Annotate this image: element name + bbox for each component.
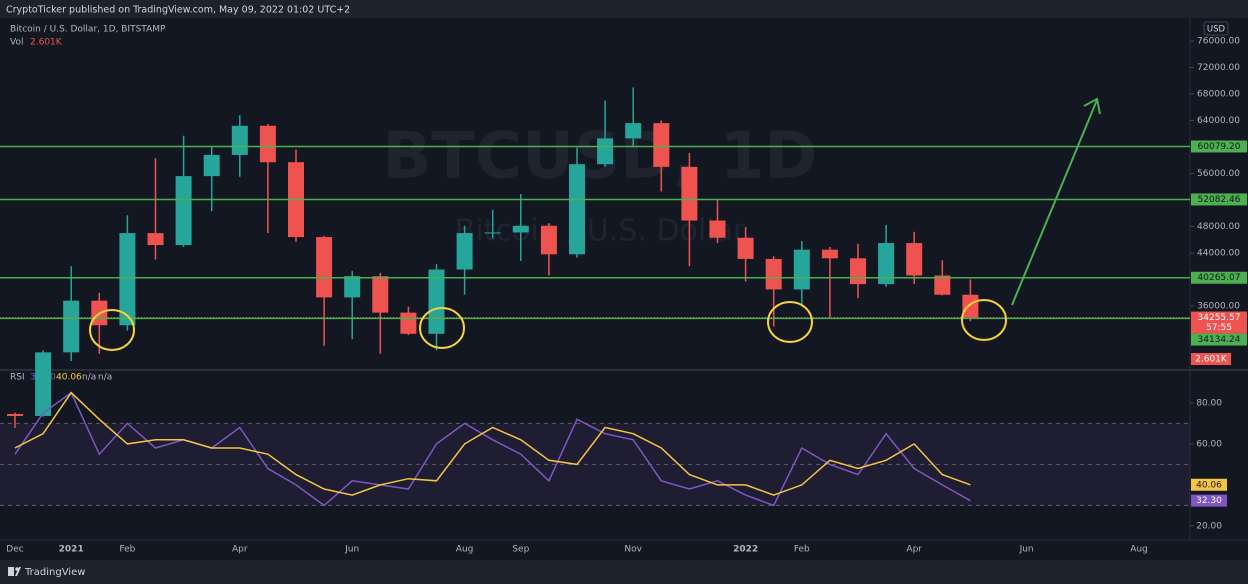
candle-body	[962, 294, 979, 318]
candle-body	[625, 123, 642, 139]
candle-body	[737, 237, 754, 259]
y-tick-label: 20.00	[1196, 521, 1222, 531]
trend-arrow	[1011, 97, 1101, 306]
volume-badge	[1191, 353, 1231, 365]
watermark-subtitle: Bitcoin / U.S. Dollar	[455, 214, 746, 249]
candle-body	[428, 269, 445, 334]
candle-body	[7, 413, 23, 416]
x-tick-label: Aug	[1130, 545, 1148, 555]
rsi-na: n/a	[98, 373, 112, 383]
highlight-circle	[961, 299, 1007, 341]
candle-body	[316, 237, 333, 298]
value-badge-label: 32.30	[1196, 496, 1222, 506]
candle-body	[119, 233, 136, 326]
last-price-label: 34255.57	[1198, 313, 1241, 323]
symbol-title: Bitcoin / U.S. Dollar, 1D, BITSTAMP	[10, 25, 166, 35]
candle-body	[765, 258, 782, 290]
y-tick-label: 80.00	[1196, 398, 1222, 408]
candle-body	[203, 154, 220, 177]
x-tick-label: 2022	[733, 545, 758, 555]
candle-body	[569, 164, 585, 255]
x-tick-label: 2021	[59, 545, 84, 555]
value-badge	[1191, 478, 1227, 491]
candle-body	[35, 352, 52, 416]
x-tick-label: Dec	[6, 545, 23, 555]
value-badge	[1191, 494, 1227, 507]
candle-body	[597, 138, 614, 165]
candle-body	[906, 243, 923, 276]
annotations	[89, 299, 1007, 351]
y-tick-label: 68000.00	[1197, 89, 1240, 99]
candle-body	[793, 249, 810, 290]
header-bar	[0, 0, 1248, 18]
countdown: 57:55	[1206, 323, 1232, 333]
x-tick-label: Feb	[119, 545, 135, 555]
y-tick-label: 56000.00	[1197, 169, 1240, 179]
x-tick-label: Jun	[344, 545, 359, 555]
volume-value: 2.601K	[30, 38, 63, 48]
x-tick-label: Apr	[232, 545, 248, 555]
y-tick-label: 48000.00	[1197, 222, 1240, 232]
level-label: 40265.07	[1198, 273, 1241, 283]
candle-body	[175, 176, 192, 246]
y-tick-label: 44000.00	[1197, 248, 1240, 258]
last-price-badge	[1191, 311, 1247, 334]
footer-logo	[8, 567, 21, 576]
candle-body	[231, 125, 248, 155]
candle-body	[681, 166, 698, 221]
candle-body	[147, 233, 164, 246]
candle-body	[821, 249, 838, 259]
candle-body	[344, 276, 361, 298]
currency-badge	[1203, 21, 1229, 36]
x-tick-label: Apr	[906, 545, 922, 555]
value-badge-label: 40.06	[1196, 480, 1222, 490]
candle-body	[653, 123, 670, 167]
y-tick-label: 60.00	[1196, 439, 1222, 449]
y-tick-label: 76000.00	[1197, 36, 1240, 46]
level-label: 60079.20	[1198, 142, 1241, 152]
candle-body	[372, 276, 389, 313]
highlight-circle	[767, 301, 813, 343]
x-tick-label: Nov	[624, 545, 642, 555]
y-tick-label: 72000.00	[1197, 63, 1240, 73]
candle-body	[484, 232, 501, 234]
rsi-ma-value: 40.06	[56, 373, 82, 383]
level-badge	[1191, 333, 1247, 346]
rsi-na: n/a	[82, 373, 96, 383]
candle-body	[878, 243, 895, 285]
rsi-line	[14, 391, 971, 507]
x-tick-label: Feb	[794, 545, 810, 555]
candle-body	[850, 258, 866, 285]
currency: USD	[1207, 25, 1226, 35]
publisher-text: CryptoTicker published on TradingView.co…	[6, 5, 350, 16]
highlight-circle	[419, 307, 465, 349]
footer-bar	[0, 560, 1248, 584]
level-label: 34134.24	[1198, 335, 1241, 345]
candle-body	[512, 225, 529, 233]
level-badge	[1191, 271, 1247, 284]
candle-body	[456, 233, 473, 270]
candle-body	[259, 125, 276, 163]
y-tick-label: 36000.00	[1197, 301, 1240, 311]
level-badge	[1191, 140, 1247, 153]
candle-body	[709, 220, 726, 238]
x-tick-label: Sep	[512, 545, 529, 555]
y-tick-label: 64000.00	[1197, 116, 1240, 126]
footer-brand: TradingView	[24, 567, 85, 578]
candle-body	[63, 300, 80, 353]
candle-body	[934, 275, 951, 295]
x-tick-label: Aug	[456, 545, 474, 555]
volume-axis-label: 2.601K	[1195, 355, 1228, 365]
highlight-circle	[89, 309, 135, 351]
candle-body	[400, 312, 417, 334]
rsi-line	[14, 391, 971, 496]
volume-name: Vol	[10, 38, 23, 48]
rsi-title: RSI	[10, 373, 25, 383]
x-tick-label: Jun	[1019, 545, 1034, 555]
candle-body	[540, 225, 557, 255]
level-label: 52082.46	[1198, 195, 1241, 205]
level-badge	[1191, 193, 1247, 206]
